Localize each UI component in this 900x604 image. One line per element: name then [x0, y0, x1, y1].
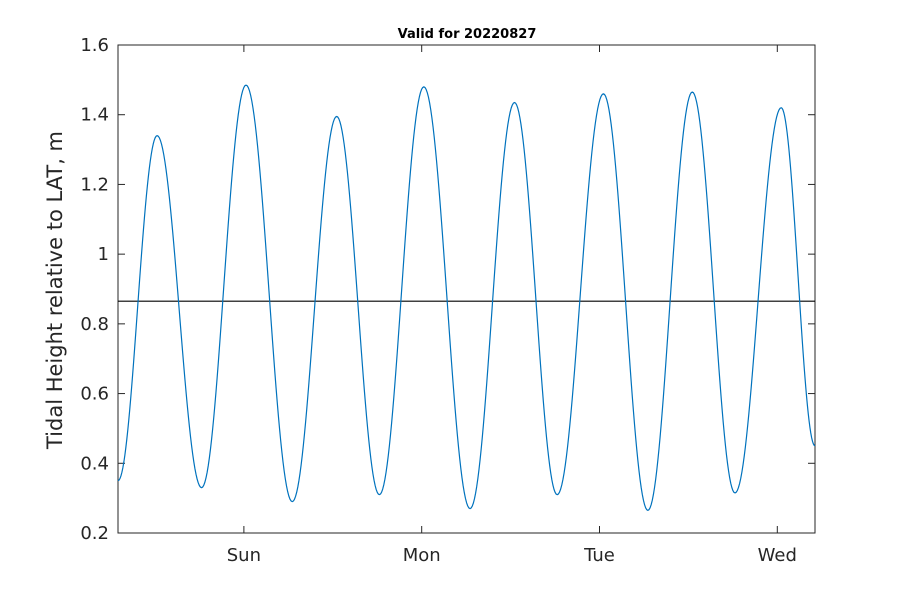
plot-area: 0.2 0.4 0.6 0.8 1 1.2 1.4 1.6 Sun Mon Tue Wed	[80, 35, 816, 566]
y-tick-label: 1.2	[80, 174, 109, 195]
y-axis-label: Tidal Height relative to LAT, m	[43, 131, 67, 450]
x-tick-label: Mon	[403, 545, 441, 566]
y-tick-label: 0.2	[80, 523, 109, 544]
y-tick-label: 0.8	[80, 314, 109, 335]
x-tick-label: Tue	[583, 545, 615, 566]
y-tick-label: 1.6	[80, 35, 109, 56]
y-tick-label: 0.4	[80, 453, 109, 474]
y-tick-label: 0.6	[80, 384, 109, 405]
x-tick-label: Wed	[758, 545, 797, 566]
tide-series-line	[117, 84, 816, 511]
y-tick-label: 1	[98, 244, 109, 265]
x-tick-label: Sun	[227, 545, 261, 566]
axes-box	[117, 44, 816, 534]
chart-title: Valid for 20220827	[398, 27, 537, 42]
y-tick-label: 1.4	[80, 105, 109, 126]
